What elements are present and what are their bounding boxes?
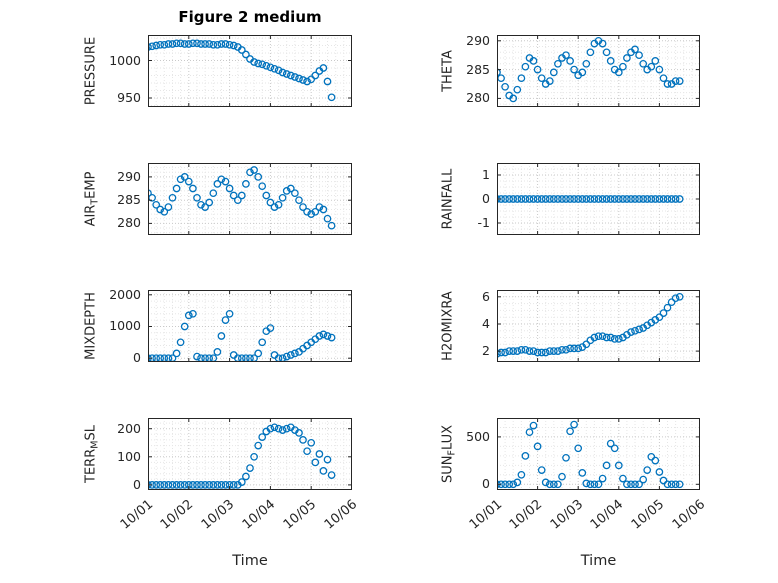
- x-tick-label: 10/05: [628, 497, 668, 533]
- y-tick-label: 2000: [109, 286, 141, 302]
- plot-area-pressure: [148, 35, 352, 107]
- subplot-theta: 280 285 290 THETA: [441, 33, 700, 107]
- subplot-sun-flux: 0 500 SUNFLUX 10/01 10/02 10/03 10/04 10/05 10/0…: [441, 418, 708, 533]
- plot-area-air_temp: [148, 163, 352, 235]
- y-tick-label: 1: [482, 167, 490, 182]
- y-tick-label: 0: [133, 476, 141, 492]
- subplot-terr-msl: 0 100 200 TERRMSL 10/01 10/02 10/03 10/04 10/05 1…: [84, 418, 360, 533]
- y-axis-label-air_temp: AIRTEMP: [83, 171, 101, 227]
- x-tick-label: 10/06: [669, 497, 708, 533]
- x-tick-label: 10/03: [198, 497, 238, 533]
- y-axis-label-h2omixra: H2OMIXRA: [440, 291, 456, 361]
- data-markers: [497, 195, 684, 203]
- data-markers: [148, 166, 336, 230]
- data-markers: [497, 292, 684, 358]
- subplot-rainfall: -1 0 1 RAINFALL: [441, 163, 700, 235]
- y-axis-label-mixdepth: MIXDEPTH: [83, 292, 99, 360]
- data-markers: [148, 423, 336, 489]
- plot-area-theta: [497, 35, 700, 107]
- x-tick-label: 10/06: [321, 497, 360, 533]
- y-tick-label: 200: [117, 420, 141, 436]
- data-markers: [497, 420, 684, 489]
- data-markers: [497, 36, 684, 103]
- y-axis-label-theta: THETA: [440, 50, 456, 92]
- figure-title: Figure 2 medium: [178, 8, 322, 26]
- y-tick-label: 950: [117, 90, 141, 105]
- y-tick-label: 0: [482, 191, 490, 206]
- y-tick-label: 4: [482, 315, 490, 331]
- plot-area-h2omixra: [497, 290, 700, 362]
- y-axis-label-sun_flux: SUNFLUX: [440, 425, 458, 483]
- plot-area-mixdepth: [148, 290, 352, 362]
- y-tick-label: 0: [133, 350, 141, 366]
- x-tick-label: 10/04: [239, 497, 279, 533]
- x-tick-label: 10/04: [588, 497, 627, 533]
- plot-area-sun_flux: [497, 418, 700, 490]
- x-tick-label: 10/05: [280, 497, 319, 533]
- y-tick-label: 285: [466, 61, 490, 77]
- y-tick-label: 6: [482, 288, 490, 304]
- data-markers: [148, 39, 336, 102]
- data-markers: [148, 309, 336, 362]
- y-tick-label: 280: [466, 90, 490, 106]
- y-tick-label: 290: [466, 32, 490, 48]
- x-tick-label: 10/03: [547, 497, 586, 533]
- y-tick-label: 1000: [109, 318, 141, 334]
- x-tick-label: 10/01: [466, 497, 505, 533]
- y-tick-label: 280: [117, 215, 141, 231]
- y-tick-label: -1: [477, 215, 490, 230]
- x-axis-label-left: Time: [232, 553, 268, 569]
- subplot-pressure: 950 1000 PRESSURE: [84, 35, 352, 107]
- y-tick-label: 290: [117, 168, 141, 184]
- plot-area-terr_msl: [148, 418, 352, 490]
- y-tick-label: 500: [466, 428, 490, 444]
- y-tick-label: 285: [117, 192, 141, 208]
- plot-area-rainfall: [497, 163, 700, 235]
- subplot-air-temp: 280 285 290 AIRTEMP: [84, 163, 352, 235]
- subplot-mixdepth: 0 1000 2000 MIXDEPTH: [84, 287, 352, 365]
- y-tick-label: 2: [482, 343, 490, 359]
- y-tick-label: 0: [482, 476, 490, 492]
- y-tick-label: 100: [117, 448, 141, 464]
- y-axis-label-pressure: PRESSURE: [83, 36, 99, 106]
- subplot-h2omixra: 2 4 6 H2OMIXRA: [441, 289, 700, 362]
- x-tick-label: 10/02: [158, 497, 197, 533]
- x-tick-label: 10/02: [506, 497, 546, 533]
- y-tick-label: 1000: [109, 52, 141, 68]
- y-axis-label-terr_msl: TERRMSL: [83, 425, 101, 483]
- x-tick-label: 10/01: [117, 497, 156, 533]
- y-axis-label-rainfall: RAINFALL: [440, 168, 456, 230]
- x-axis-label-right: Time: [580, 553, 617, 569]
